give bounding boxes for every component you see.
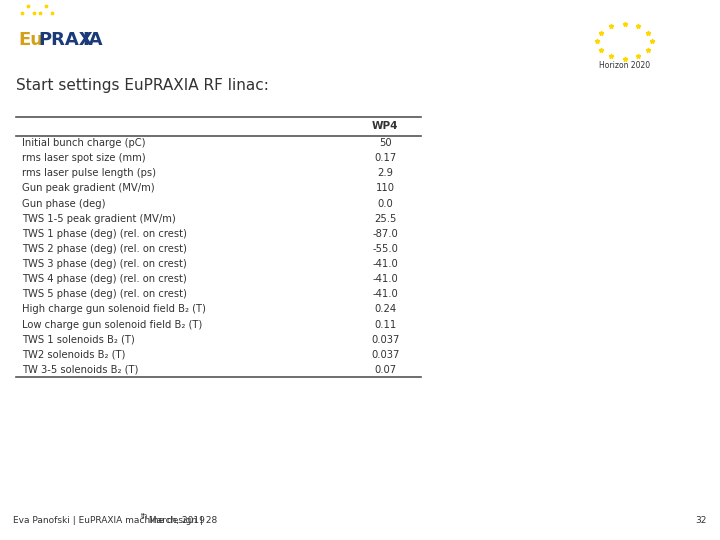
Text: -41.0: -41.0 (372, 289, 398, 299)
Text: TWS 4 phase (deg) (rel. on crest): TWS 4 phase (deg) (rel. on crest) (22, 274, 186, 284)
Text: Eu: Eu (18, 31, 43, 49)
Text: 50: 50 (379, 138, 392, 148)
Text: Gun peak gradient (MV/m): Gun peak gradient (MV/m) (22, 184, 154, 193)
Text: 32: 32 (696, 516, 707, 525)
Text: -41.0: -41.0 (372, 259, 398, 269)
Text: Gun phase (deg): Gun phase (deg) (22, 199, 105, 208)
Text: TW 3-5 solenoids B₂ (T): TW 3-5 solenoids B₂ (T) (22, 365, 138, 375)
Text: th: th (141, 513, 148, 519)
Text: 0.07: 0.07 (374, 365, 396, 375)
Text: TWS 5 phase (deg) (rel. on crest): TWS 5 phase (deg) (rel. on crest) (22, 289, 186, 299)
Text: Horizon 2020: Horizon 2020 (599, 60, 651, 70)
Text: rms laser spot size (mm): rms laser spot size (mm) (22, 153, 145, 163)
Text: 0.0: 0.0 (377, 199, 393, 208)
Text: High charge gun solenoid field B₂ (T): High charge gun solenoid field B₂ (T) (22, 305, 205, 314)
Text: Initial bunch charge (pC): Initial bunch charge (pC) (22, 138, 145, 148)
Text: 25.5: 25.5 (374, 214, 397, 224)
Text: rms laser pulse length (ps): rms laser pulse length (ps) (22, 168, 156, 178)
Text: 0.037: 0.037 (371, 350, 400, 360)
Text: 0.11: 0.11 (374, 320, 396, 329)
Text: TWS 1 phase (deg) (rel. on crest): TWS 1 phase (deg) (rel. on crest) (22, 229, 186, 239)
Text: -55.0: -55.0 (372, 244, 398, 254)
Text: PRAX: PRAX (38, 31, 93, 49)
Text: 0.037: 0.037 (371, 335, 400, 345)
Text: Start settings EuPRAXIA RF linac:: Start settings EuPRAXIA RF linac: (16, 78, 269, 93)
Text: TW2 solenoids B₂ (T): TW2 solenoids B₂ (T) (22, 350, 125, 360)
Text: -41.0: -41.0 (372, 274, 398, 284)
Text: IA: IA (82, 31, 102, 49)
Text: TWS 3 phase (deg) (rel. on crest): TWS 3 phase (deg) (rel. on crest) (22, 259, 186, 269)
Text: March, 2019: March, 2019 (146, 516, 205, 525)
Text: WP4: WP4 (372, 122, 398, 131)
Text: 110: 110 (376, 184, 395, 193)
Text: -87.0: -87.0 (372, 229, 398, 239)
Text: Eva Panofski | EuPRAXIA machine design | 28: Eva Panofski | EuPRAXIA machine design |… (13, 516, 217, 525)
Text: TWS 1-5 peak gradient (MV/m): TWS 1-5 peak gradient (MV/m) (22, 214, 176, 224)
Text: TWS 1 solenoids B₂ (T): TWS 1 solenoids B₂ (T) (22, 335, 135, 345)
Text: Low charge gun solenoid field B₂ (T): Low charge gun solenoid field B₂ (T) (22, 320, 202, 329)
Text: 0.24: 0.24 (374, 305, 396, 314)
Text: 0.17: 0.17 (374, 153, 396, 163)
Text: TWS 2 phase (deg) (rel. on crest): TWS 2 phase (deg) (rel. on crest) (22, 244, 186, 254)
Text: 2.9: 2.9 (377, 168, 393, 178)
